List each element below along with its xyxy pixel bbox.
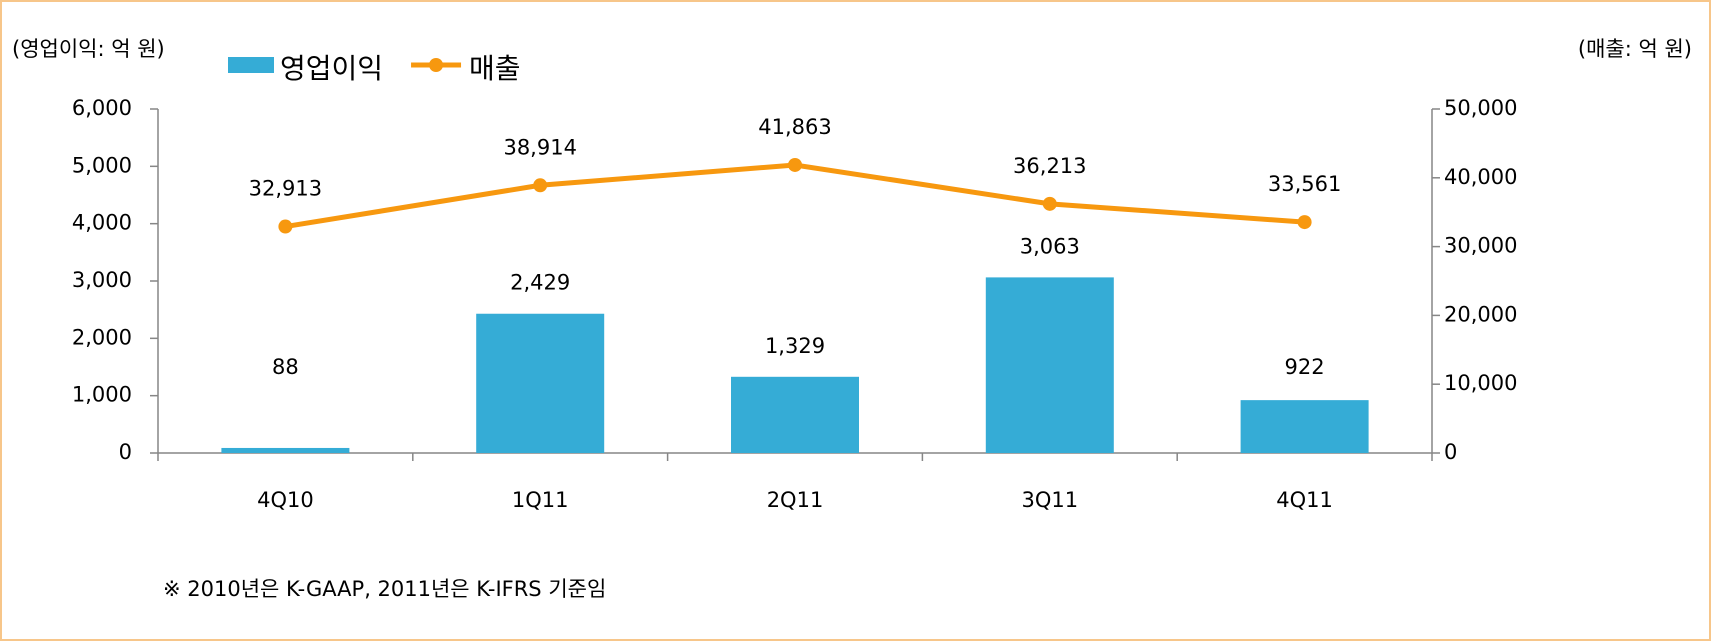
left-unit: (영업이익: 억 원) [12, 37, 165, 61]
bar [221, 447, 350, 453]
bar [731, 376, 859, 453]
x-tick-label: 1Q11 [512, 488, 569, 512]
y2-tick-label: 0 [1444, 440, 1457, 464]
y-tick-label: 1,000 [72, 383, 132, 407]
line-label: 33,561 [1268, 172, 1341, 196]
y2-tick-label: 30,000 [1444, 234, 1517, 258]
x-tick-label: 2Q11 [767, 488, 824, 512]
line-point [788, 157, 802, 172]
legend-swatch [228, 57, 274, 73]
y-tick-label: 4,000 [72, 211, 132, 235]
note: ※ 2010년은 K-GAAP, 2011년은 K-IFRS 기준임 [163, 577, 606, 601]
right-unit: (매출: 억 원) [1578, 37, 1692, 61]
legend-swatch-dot [429, 58, 444, 72]
bar-label: 922 [1285, 355, 1325, 379]
y2-tick-label: 40,000 [1444, 165, 1517, 189]
line-label: 36,213 [1013, 154, 1086, 178]
bar-label: 2,429 [510, 271, 570, 295]
legend-label: 매출 [469, 52, 521, 85]
x-tick-label: 4Q11 [1276, 488, 1333, 512]
bar [476, 313, 605, 453]
line-point [533, 178, 548, 193]
line-label: 41,863 [758, 115, 831, 139]
bar-label: 3,063 [1020, 234, 1080, 258]
y-tick-label: 5,000 [72, 153, 132, 177]
legend-label: 영업이익 [280, 52, 383, 85]
y-tick-label: 0 [119, 440, 132, 464]
y-tick-label: 6,000 [72, 96, 132, 120]
x-tick-label: 3Q11 [1021, 488, 1078, 512]
y-tick-label: 2,000 [72, 325, 132, 349]
y-tick-label: 3,000 [72, 268, 132, 292]
line-point [278, 219, 293, 234]
bar [985, 277, 1114, 453]
line-label: 38,914 [503, 135, 576, 159]
bar [1240, 400, 1369, 453]
bar-label: 1,329 [765, 334, 825, 358]
bar-label: 88 [272, 355, 299, 379]
y2-tick-label: 10,000 [1444, 371, 1517, 395]
line-point [1297, 215, 1312, 230]
x-tick-label: 4Q10 [257, 488, 314, 512]
line-label: 32,913 [249, 177, 322, 201]
y2-tick-label: 20,000 [1444, 302, 1517, 326]
line-point [1042, 196, 1057, 211]
y2-tick-label: 50,000 [1444, 96, 1517, 120]
